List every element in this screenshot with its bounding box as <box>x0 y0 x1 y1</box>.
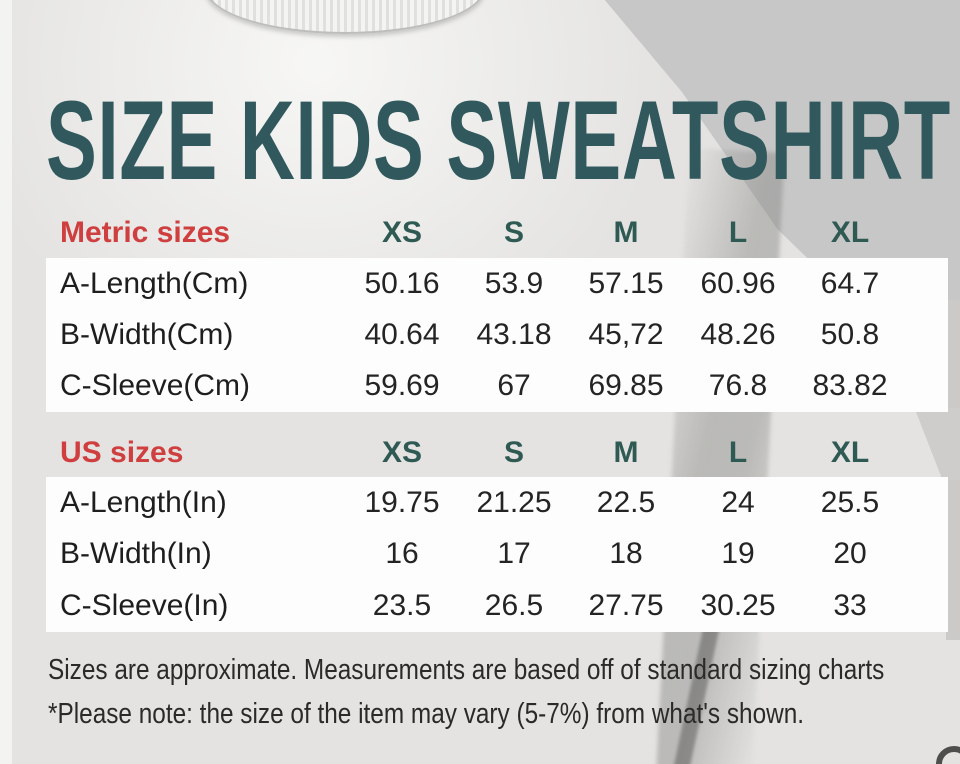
cell-value: 67 <box>497 369 531 403</box>
table-row: B-Width(Cm) 40.64 43.18 45,72 48.26 50.8 <box>46 309 948 360</box>
cell-value: 17 <box>497 537 531 571</box>
metric-header-row: Metric sizes XS S M L XL <box>46 208 948 258</box>
footer-notes: Sizes are approximate. Measurements are … <box>48 648 948 736</box>
cell-value: 53.9 <box>484 266 544 300</box>
row-label: C-Sleeve(Cm) <box>60 369 251 403</box>
cell-value: 19.75 <box>364 485 440 519</box>
cell-value: 50.16 <box>364 266 440 300</box>
cell-value: 43.18 <box>476 317 552 351</box>
column-header-l: L <box>728 216 748 249</box>
us-header-row: US sizes XS S M L XL <box>46 428 948 478</box>
cell-value: 18 <box>609 537 643 571</box>
cell-value: 76.8 <box>708 369 768 403</box>
column-header-m: M <box>613 216 639 249</box>
cell-value: 83.82 <box>812 369 888 403</box>
column-header-xl: XL <box>830 216 870 249</box>
cell-value: 33 <box>833 589 867 623</box>
watermark-ring-icon <box>936 746 960 764</box>
column-header-m: M <box>613 436 639 469</box>
page-title-text: SIZE KIDS SWEATSHIRT <box>46 84 951 190</box>
row-label: A-Length(Cm) <box>60 266 249 300</box>
cell-value: 64.7 <box>820 266 880 300</box>
metric-sizes-label: Metric sizes <box>60 216 231 249</box>
cell-value: 60.96 <box>700 266 776 300</box>
us-sizes-label: US sizes <box>60 436 184 469</box>
cell-value: 26.5 <box>484 589 544 623</box>
note-sizes-approximate: Sizes are approximate. Measurements are … <box>48 654 885 686</box>
cell-value: 23.5 <box>372 589 432 623</box>
table-row: A-Length(Cm) 50.16 53.9 57.15 60.96 64.7 <box>46 258 948 309</box>
cell-value: 57.15 <box>588 266 664 300</box>
us-table: A-Length(In) 19.75 21.25 22.5 24 25.5 B-… <box>46 477 948 632</box>
cell-value: 24 <box>721 485 755 519</box>
row-label: B-Width(In) <box>60 537 212 571</box>
row-label: C-Sleeve(In) <box>60 589 229 623</box>
table-row: A-Length(In) 19.75 21.25 22.5 24 25.5 <box>46 477 948 529</box>
cell-value: 69.85 <box>588 369 664 403</box>
cell-value: 21.25 <box>476 485 552 519</box>
cell-value: 16 <box>385 537 419 571</box>
cell-value: 50.8 <box>820 317 880 351</box>
row-label: A-Length(In) <box>60 485 227 519</box>
cell-value: 19 <box>721 537 755 571</box>
page-title: SIZE KIDS SWEATSHIRT <box>46 84 951 190</box>
note-size-variance: *Please note: the size of the item may v… <box>48 698 805 730</box>
column-header-l: L <box>728 436 748 469</box>
row-label: B-Width(Cm) <box>60 317 234 351</box>
metric-table: A-Length(Cm) 50.16 53.9 57.15 60.96 64.7… <box>46 258 948 412</box>
table-row: C-Sleeve(In) 23.5 26.5 27.75 30.25 33 <box>46 580 948 632</box>
cell-value: 25.5 <box>820 485 880 519</box>
table-row: B-Width(In) 16 17 18 19 20 <box>46 529 948 581</box>
column-header-xs: XS <box>381 216 423 249</box>
cell-value: 30.25 <box>700 589 776 623</box>
cell-value: 59.69 <box>364 369 440 403</box>
column-header-xs: XS <box>381 436 423 469</box>
cell-value: 22.5 <box>596 485 656 519</box>
cell-value: 20 <box>833 537 867 571</box>
cell-value: 45,72 <box>588 317 664 351</box>
cell-value: 48.26 <box>700 317 776 351</box>
cell-value: 40.64 <box>364 317 440 351</box>
column-header-xl: XL <box>830 436 870 469</box>
cell-value: 27.75 <box>588 589 664 623</box>
column-header-s: S <box>503 216 524 249</box>
column-header-s: S <box>503 436 524 469</box>
table-row: C-Sleeve(Cm) 59.69 67 69.85 76.8 83.82 <box>46 361 948 412</box>
left-edge-strip <box>0 0 12 764</box>
